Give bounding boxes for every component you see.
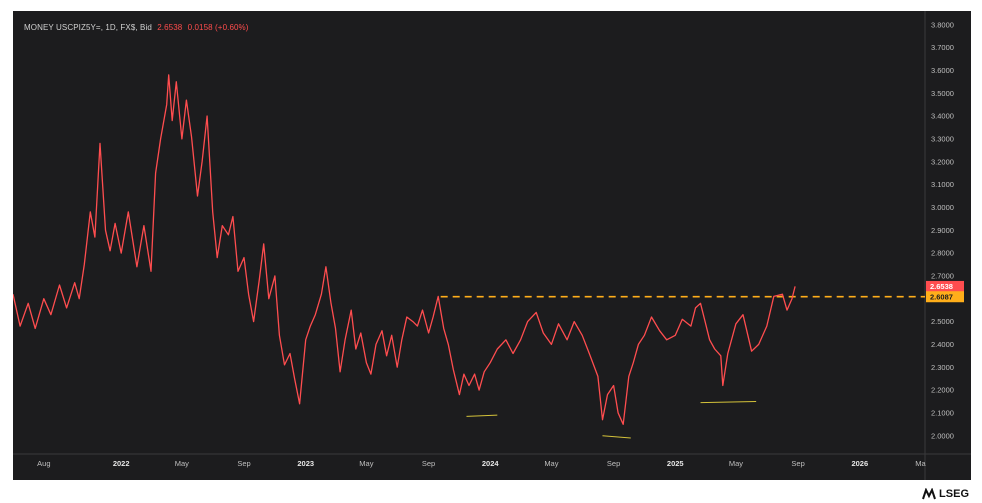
y-tick-label: 2.2000 <box>931 386 954 395</box>
x-tick-label: 2023 <box>297 459 314 468</box>
x-tick-label: 2026 <box>851 459 868 468</box>
y-tick-label: 3.0000 <box>931 203 954 212</box>
x-tick-label: 2025 <box>667 459 684 468</box>
price-change: 0.0158 (+0.60%) <box>187 23 249 32</box>
y-tick-label: 2.0000 <box>931 431 954 440</box>
brand-logo: LSEG <box>922 488 969 500</box>
y-tick-label: 3.8000 <box>931 20 954 29</box>
level-badge-bg <box>926 291 964 303</box>
price-series-line <box>13 74 796 425</box>
y-tick-label: 3.3000 <box>931 134 954 143</box>
y-tick-label: 3.5000 <box>931 89 954 98</box>
x-tick-label: Sep <box>237 459 250 468</box>
y-axis: 3.8000 3.7000 3.6000 3.5000 3.4000 3.3000 3.20… <box>924 11 954 480</box>
last-price-badge: 2.6538 <box>930 282 953 291</box>
brand-name: LSEG <box>939 488 969 500</box>
y-tick-label: 3.1000 <box>931 180 954 189</box>
price-chart[interactable]: 3.8000 3.7000 3.6000 3.5000 3.4000 3.3000 3.20… <box>13 11 971 480</box>
x-tick-label: May <box>729 459 743 468</box>
x-tick-label: Sep <box>607 459 620 468</box>
chart-panel: 3.8000 3.7000 3.6000 3.5000 3.4000 3.3000 3.20… <box>13 11 971 480</box>
last-price: 2.6538 <box>157 23 183 32</box>
x-tick-label: May <box>359 459 373 468</box>
x-tick-label: May <box>175 459 189 468</box>
x-tick-label: Sep <box>791 459 804 468</box>
y-tick-label: 2.4000 <box>931 340 954 349</box>
y-tick-label: 2.7000 <box>931 271 954 280</box>
y-tick-label: 2.3000 <box>931 363 954 372</box>
y-tick-label: 2.5000 <box>931 317 954 326</box>
y-tick-label: 3.4000 <box>931 112 954 121</box>
x-tick-label: 2022 <box>113 459 130 468</box>
chart-legend: MONEY USCPIZ5Y=, 1D, FX$, Bid 2.6538 0.0… <box>24 23 249 32</box>
y-tick-label: 3.2000 <box>931 157 954 166</box>
x-tick-label: Sep <box>422 459 435 468</box>
support-line <box>700 400 757 404</box>
y-tick-label: 2.9000 <box>931 226 954 235</box>
y-tick-label: 2.1000 <box>931 408 954 417</box>
x-tick-label: May <box>544 459 558 468</box>
series-group <box>13 74 796 425</box>
y-tick-label: 2.8000 <box>931 249 954 258</box>
annotations <box>440 295 925 439</box>
lseg-icon <box>922 488 936 500</box>
level-badge: 2.6087 <box>930 292 953 301</box>
x-axis: Aug 2022 May Sep 2023 May Sep 2024 May Sep 2025 May… <box>13 453 971 468</box>
instrument-label: MONEY USCPIZ5Y=, 1D, FX$, Bid <box>24 23 152 32</box>
x-tick-label: Ma <box>915 459 926 468</box>
y-tick-label: 3.7000 <box>931 43 954 52</box>
support-line <box>602 435 631 439</box>
last-price-badge-bg <box>926 280 964 292</box>
x-tick-label: Aug <box>37 459 50 468</box>
x-tick-label: 2024 <box>482 459 500 468</box>
y-tick-label: 3.6000 <box>931 66 954 75</box>
support-line <box>466 414 498 417</box>
